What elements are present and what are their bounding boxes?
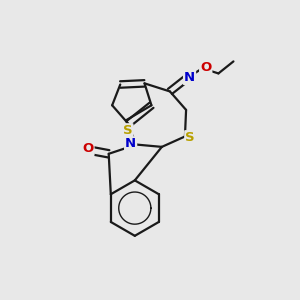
Text: S: S [123, 124, 133, 137]
Text: S: S [185, 131, 195, 144]
Text: N: N [125, 137, 136, 150]
Text: O: O [82, 142, 94, 155]
Text: N: N [184, 71, 195, 84]
Text: O: O [200, 61, 211, 74]
